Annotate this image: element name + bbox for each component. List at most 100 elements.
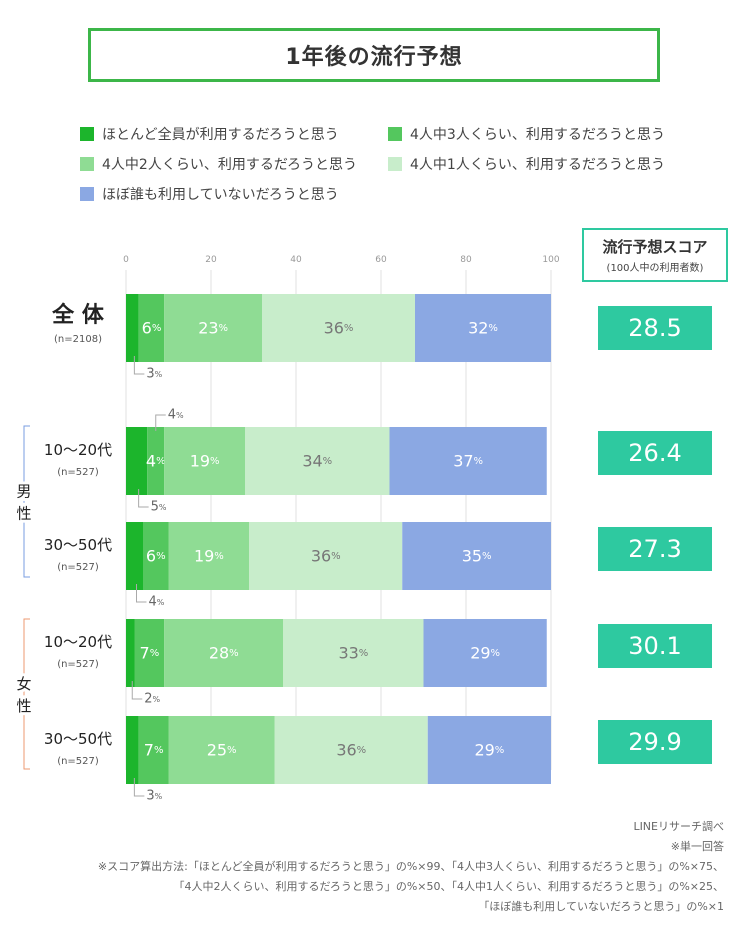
bar-value-label: 7%	[144, 741, 164, 760]
group-male-bracket	[23, 425, 30, 578]
bar-value-label: 32%	[468, 319, 498, 338]
bar-segment	[274, 716, 428, 784]
group-female-bracket	[23, 618, 30, 770]
callout-line	[155, 414, 166, 431]
bar-segment	[415, 294, 551, 362]
bar-segment	[164, 619, 284, 687]
percent-sign: %	[152, 323, 162, 334]
row-label: 30〜50代	[44, 730, 112, 748]
bar-segment	[126, 716, 139, 784]
bar-segment	[126, 522, 143, 590]
bar-value-label: 28%	[209, 644, 239, 663]
bar-value-label: 4%	[146, 452, 166, 471]
callout-line	[133, 778, 145, 797]
percent-sign: %	[482, 551, 492, 562]
bar-segment	[126, 427, 148, 495]
x-tick-label: 20	[205, 255, 217, 265]
bar-value-label: 19%	[190, 452, 220, 471]
score-male-10-20: 26.4	[598, 431, 712, 475]
bar-segment	[164, 427, 245, 495]
group-male-label-char: 性	[16, 505, 31, 523]
bar-value-label: 6%	[142, 319, 162, 338]
row-label: 全 体	[51, 302, 105, 328]
note-score-method-3: 「ほぼ誰も利用していないだろうと思う」の%×1	[478, 900, 724, 913]
bar-segment	[134, 619, 165, 687]
bar-value-label: 25%	[207, 741, 237, 760]
legend-swatch	[388, 127, 402, 141]
note-score-method-2: 「4人中2人くらい、利用するだろうと思う」の%×50、「4人中1人くらい、利用す…	[173, 880, 724, 893]
percent-sign: %	[210, 456, 220, 467]
callout-line	[131, 681, 143, 700]
bar-segment	[402, 522, 551, 590]
bar-segment	[168, 716, 275, 784]
group-female-label-char: 女	[16, 675, 31, 693]
percent-sign: %	[214, 551, 224, 562]
group-female-label-char: 性	[16, 697, 31, 715]
callout-value-label: 5%	[151, 500, 167, 515]
score-male-30-50: 27.3	[598, 527, 712, 571]
x-tick-label: 0	[123, 255, 129, 265]
legend-label: 4人中2人くらい、利用するだろうと思う	[102, 157, 357, 173]
callout-value-label: 3%	[146, 789, 162, 804]
percent-sign: %	[495, 745, 505, 756]
callout-value-label: 4%	[168, 408, 184, 423]
percent-sign: %	[176, 411, 184, 420]
legend-swatch	[80, 127, 94, 141]
percent-sign: %	[155, 792, 163, 801]
percent-sign: %	[155, 370, 163, 379]
bar-segment	[164, 294, 262, 362]
bar-value-label: 36%	[311, 547, 341, 566]
percent-sign: %	[359, 648, 369, 659]
percent-sign: %	[159, 503, 167, 512]
row-n-label: (n=2108)	[54, 334, 102, 345]
row-label: 10〜20代	[44, 441, 112, 459]
percent-sign: %	[323, 456, 333, 467]
bar-segment	[138, 294, 165, 362]
group-male-label-char: 男	[16, 483, 31, 501]
score-header-title: 流行予想スコア	[602, 238, 708, 256]
legend-swatch	[388, 157, 402, 171]
legend-swatch	[80, 187, 94, 201]
x-tick-label: 60	[375, 255, 387, 265]
bar-value-label: 29%	[474, 741, 504, 760]
note-score-method-1: ※スコア算出方法:「ほとんど全員が利用するだろうと思う」の%×99、「4人中3人…	[97, 860, 724, 873]
percent-sign: %	[153, 695, 161, 704]
legend-item-almost-all: ほとんど全員が利用するだろうと思う	[80, 124, 339, 144]
legend-item-three-of-four: 4人中3人くらい、利用するだろうと思う	[388, 124, 665, 144]
legend-label: ほぼ誰も利用していないだろうと思う	[102, 187, 339, 203]
row-n-label: (n=527)	[57, 659, 99, 670]
legend-label: 4人中3人くらい、利用するだろうと思う	[410, 127, 665, 143]
percent-sign: %	[227, 745, 237, 756]
note-single-answer: ※単一回答	[670, 840, 724, 853]
bar-segment	[262, 294, 415, 362]
row-n-label: (n=527)	[57, 756, 99, 767]
legend-label: 4人中1人くらい、利用するだろうと思う	[410, 157, 665, 173]
legend-label: ほとんど全員が利用するだろうと思う	[102, 127, 339, 143]
callout-value-label: 4%	[149, 595, 165, 610]
bar-value-label: 37%	[453, 452, 483, 471]
bar-value-label: 23%	[198, 319, 228, 338]
legend-item-almost-none: ほぼ誰も利用していないだろうと思う	[80, 184, 339, 204]
score-female-30-50: 29.9	[598, 720, 712, 764]
bar-value-label: 7%	[140, 644, 160, 663]
callout-line	[136, 584, 147, 603]
x-tick-label: 80	[460, 255, 472, 265]
bar-segment	[143, 522, 169, 590]
bar-value-label: 29%	[470, 644, 500, 663]
legend-item-one-of-four: 4人中1人くらい、利用するだろうと思う	[388, 154, 665, 174]
callout-line	[133, 356, 145, 375]
score-female-10-20: 30.1	[598, 624, 712, 668]
score-total: 28.5	[598, 306, 712, 350]
row-n-label: (n=527)	[57, 562, 99, 573]
bar-segment	[138, 716, 169, 784]
bar-segment	[147, 427, 165, 495]
percent-sign: %	[150, 648, 160, 659]
percent-sign: %	[219, 323, 229, 334]
bar-segment	[168, 522, 250, 590]
row-n-label: (n=527)	[57, 467, 99, 478]
percent-sign: %	[491, 648, 501, 659]
bar-segment	[423, 619, 547, 687]
bar-segment	[245, 427, 390, 495]
percent-sign: %	[488, 323, 498, 334]
callout-value-label: 3%	[146, 367, 162, 382]
